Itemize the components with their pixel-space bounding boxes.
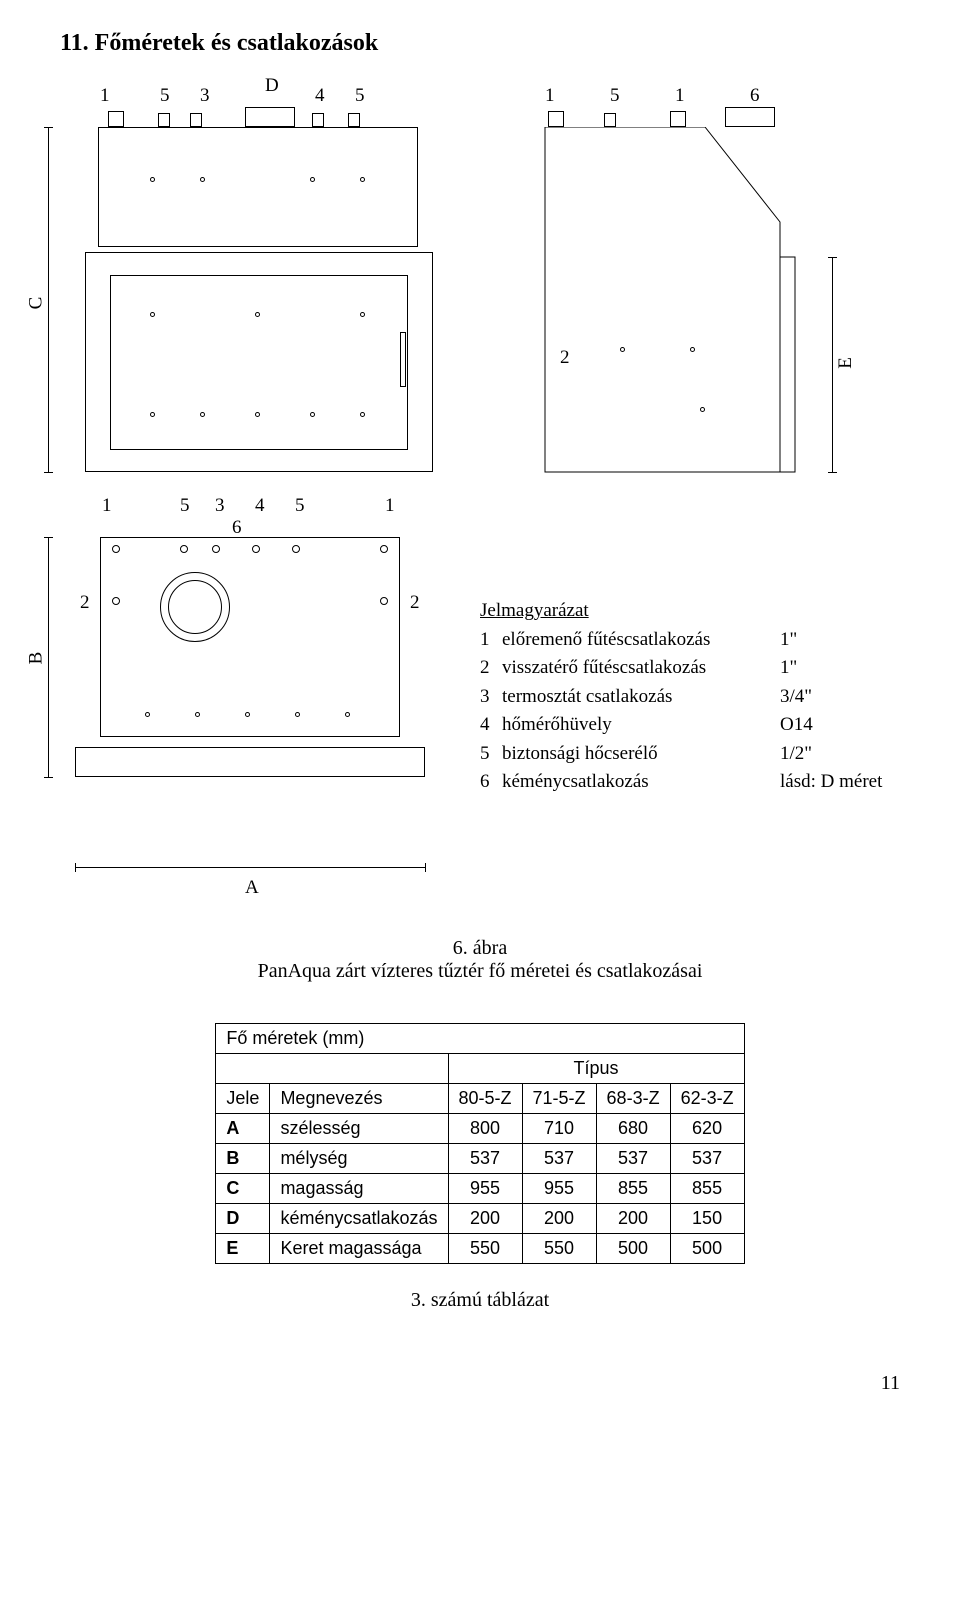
col-715z: 71-5-Z [522,1084,596,1114]
col-623z: 62-3-Z [670,1084,744,1114]
table-row: B mélység 537 537 537 537 [216,1144,744,1174]
t-c-5b: 5 [295,495,305,517]
dim-B: B [25,652,47,665]
t-c-4: 4 [255,495,265,517]
t-c-6: 6 [232,517,242,539]
col-jele: Jele [216,1084,270,1114]
table-heading: Fő méretek (mm) [216,1024,744,1054]
s-callout-6: 6 [750,85,760,107]
s-callout-1: 1 [545,85,555,107]
legend-row: 3termosztát csatlakozás3/4" [480,683,900,712]
t-c-5: 5 [180,495,190,517]
callout-3: 3 [200,85,210,107]
table-caption: 3. számú táblázat [60,1289,900,1312]
legend-row: 4hőmérőhüvelyO14 [480,711,900,740]
table-row: E Keret magassága 550 550 500 500 [216,1234,744,1264]
legend-row: 5biztonsági hőcserélő1/2" [480,740,900,769]
callout-4: 4 [315,85,325,107]
side-body-2: 2 [560,347,570,369]
dim-C: C [25,297,47,310]
legend-row: 1előremenő fűtéscsatlakozás1" [480,626,900,655]
type-label: Típus [448,1054,744,1084]
dimensions-table: Fő méretek (mm) Típus Jele Megnevezés 80… [215,1023,744,1264]
t-right-2: 2 [410,592,420,614]
figure-caption: 6. ábra PanAqua zárt vízteres tűztér fő … [60,937,900,983]
t-c-1: 1 [102,495,112,517]
callout-5: 5 [160,85,170,107]
dim-E: E [835,357,857,369]
legend-row: 2visszatérő fűtéscsatlakozás1" [480,654,900,683]
dim-A: A [245,877,259,899]
table-row: D kéménycsatlakozás 200 200 200 150 [216,1204,744,1234]
callout-5b: 5 [355,85,365,107]
col-683z: 68-3-Z [596,1084,670,1114]
col-megnevezes: Megnevezés [270,1084,448,1114]
callout-D: D [265,75,279,97]
legend-row: 6kéménycsatlakozáslásd: D méret [480,768,900,797]
table-row: C magasság 955 955 855 855 [216,1174,744,1204]
figure-area: 1 5 3 D 4 5 C [60,77,900,907]
legend: Jelmagyarázat 1előremenő fűtéscsatlakozá… [480,597,900,797]
col-805z: 80-5-Z [448,1084,522,1114]
t-c-3: 3 [215,495,225,517]
legend-title: Jelmagyarázat [480,597,900,626]
t-c-1b: 1 [385,495,395,517]
callout-1: 1 [100,85,110,107]
t-left-2: 2 [80,592,90,614]
table-row: A szélesség 800 710 680 620 [216,1114,744,1144]
s-callout-5: 5 [610,85,620,107]
page-number: 11 [60,1372,900,1395]
section-title: 11. Főméretek és csatlakozások [60,30,900,57]
s-callout-1b: 1 [675,85,685,107]
